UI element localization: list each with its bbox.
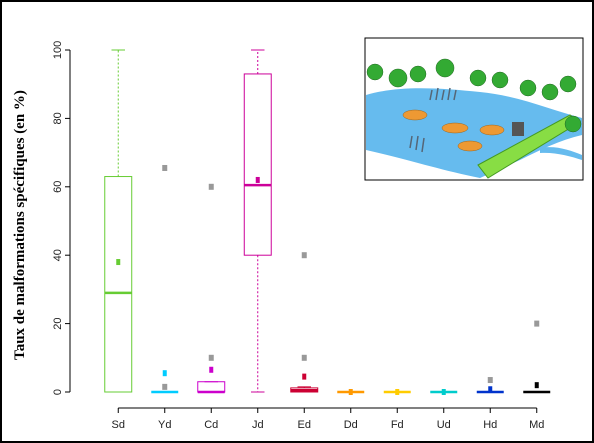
y-tick-label: 60 [52,181,64,193]
outlier [301,354,307,361]
box [104,176,133,393]
mean-point [116,259,121,266]
x-tick-label: Ed [298,419,311,431]
x-tick-label: Yd [158,419,171,431]
mean-point [488,386,493,393]
x-tick-label: Jd [252,419,264,431]
mean-point [209,366,214,373]
y-tick-label: 100 [52,41,64,59]
x-tick-label: Ud [437,419,451,431]
mean-point [162,370,167,377]
outlier [208,354,214,361]
outlier [534,320,540,327]
outlier [301,252,307,259]
mean-point [302,373,307,380]
mean-point [255,176,260,183]
y-tick-label: 80 [52,112,64,124]
inset-illustration [364,37,584,181]
outlier [487,377,493,384]
outlier [162,383,168,390]
y-tick-label: 40 [52,249,64,261]
x-tick-label: Dd [344,419,358,431]
x-tick-label: Hd [483,419,497,431]
y-axis-label: Taux de malformations spécifiques (en %) [12,90,28,360]
mean-point [348,389,353,395]
outlier [162,164,168,171]
x-tick-label: Cd [204,419,218,431]
x-tick-label: Fd [391,419,404,431]
outlier [208,183,214,190]
box [243,73,272,256]
x-tick-label: Sd [112,419,125,431]
mean-point [534,382,539,389]
mean-point [395,389,400,395]
y-tick-label: 0 [52,389,64,395]
y-tick-label: 20 [52,317,64,329]
x-tick-label: Md [529,419,544,431]
mean-point [441,389,446,395]
